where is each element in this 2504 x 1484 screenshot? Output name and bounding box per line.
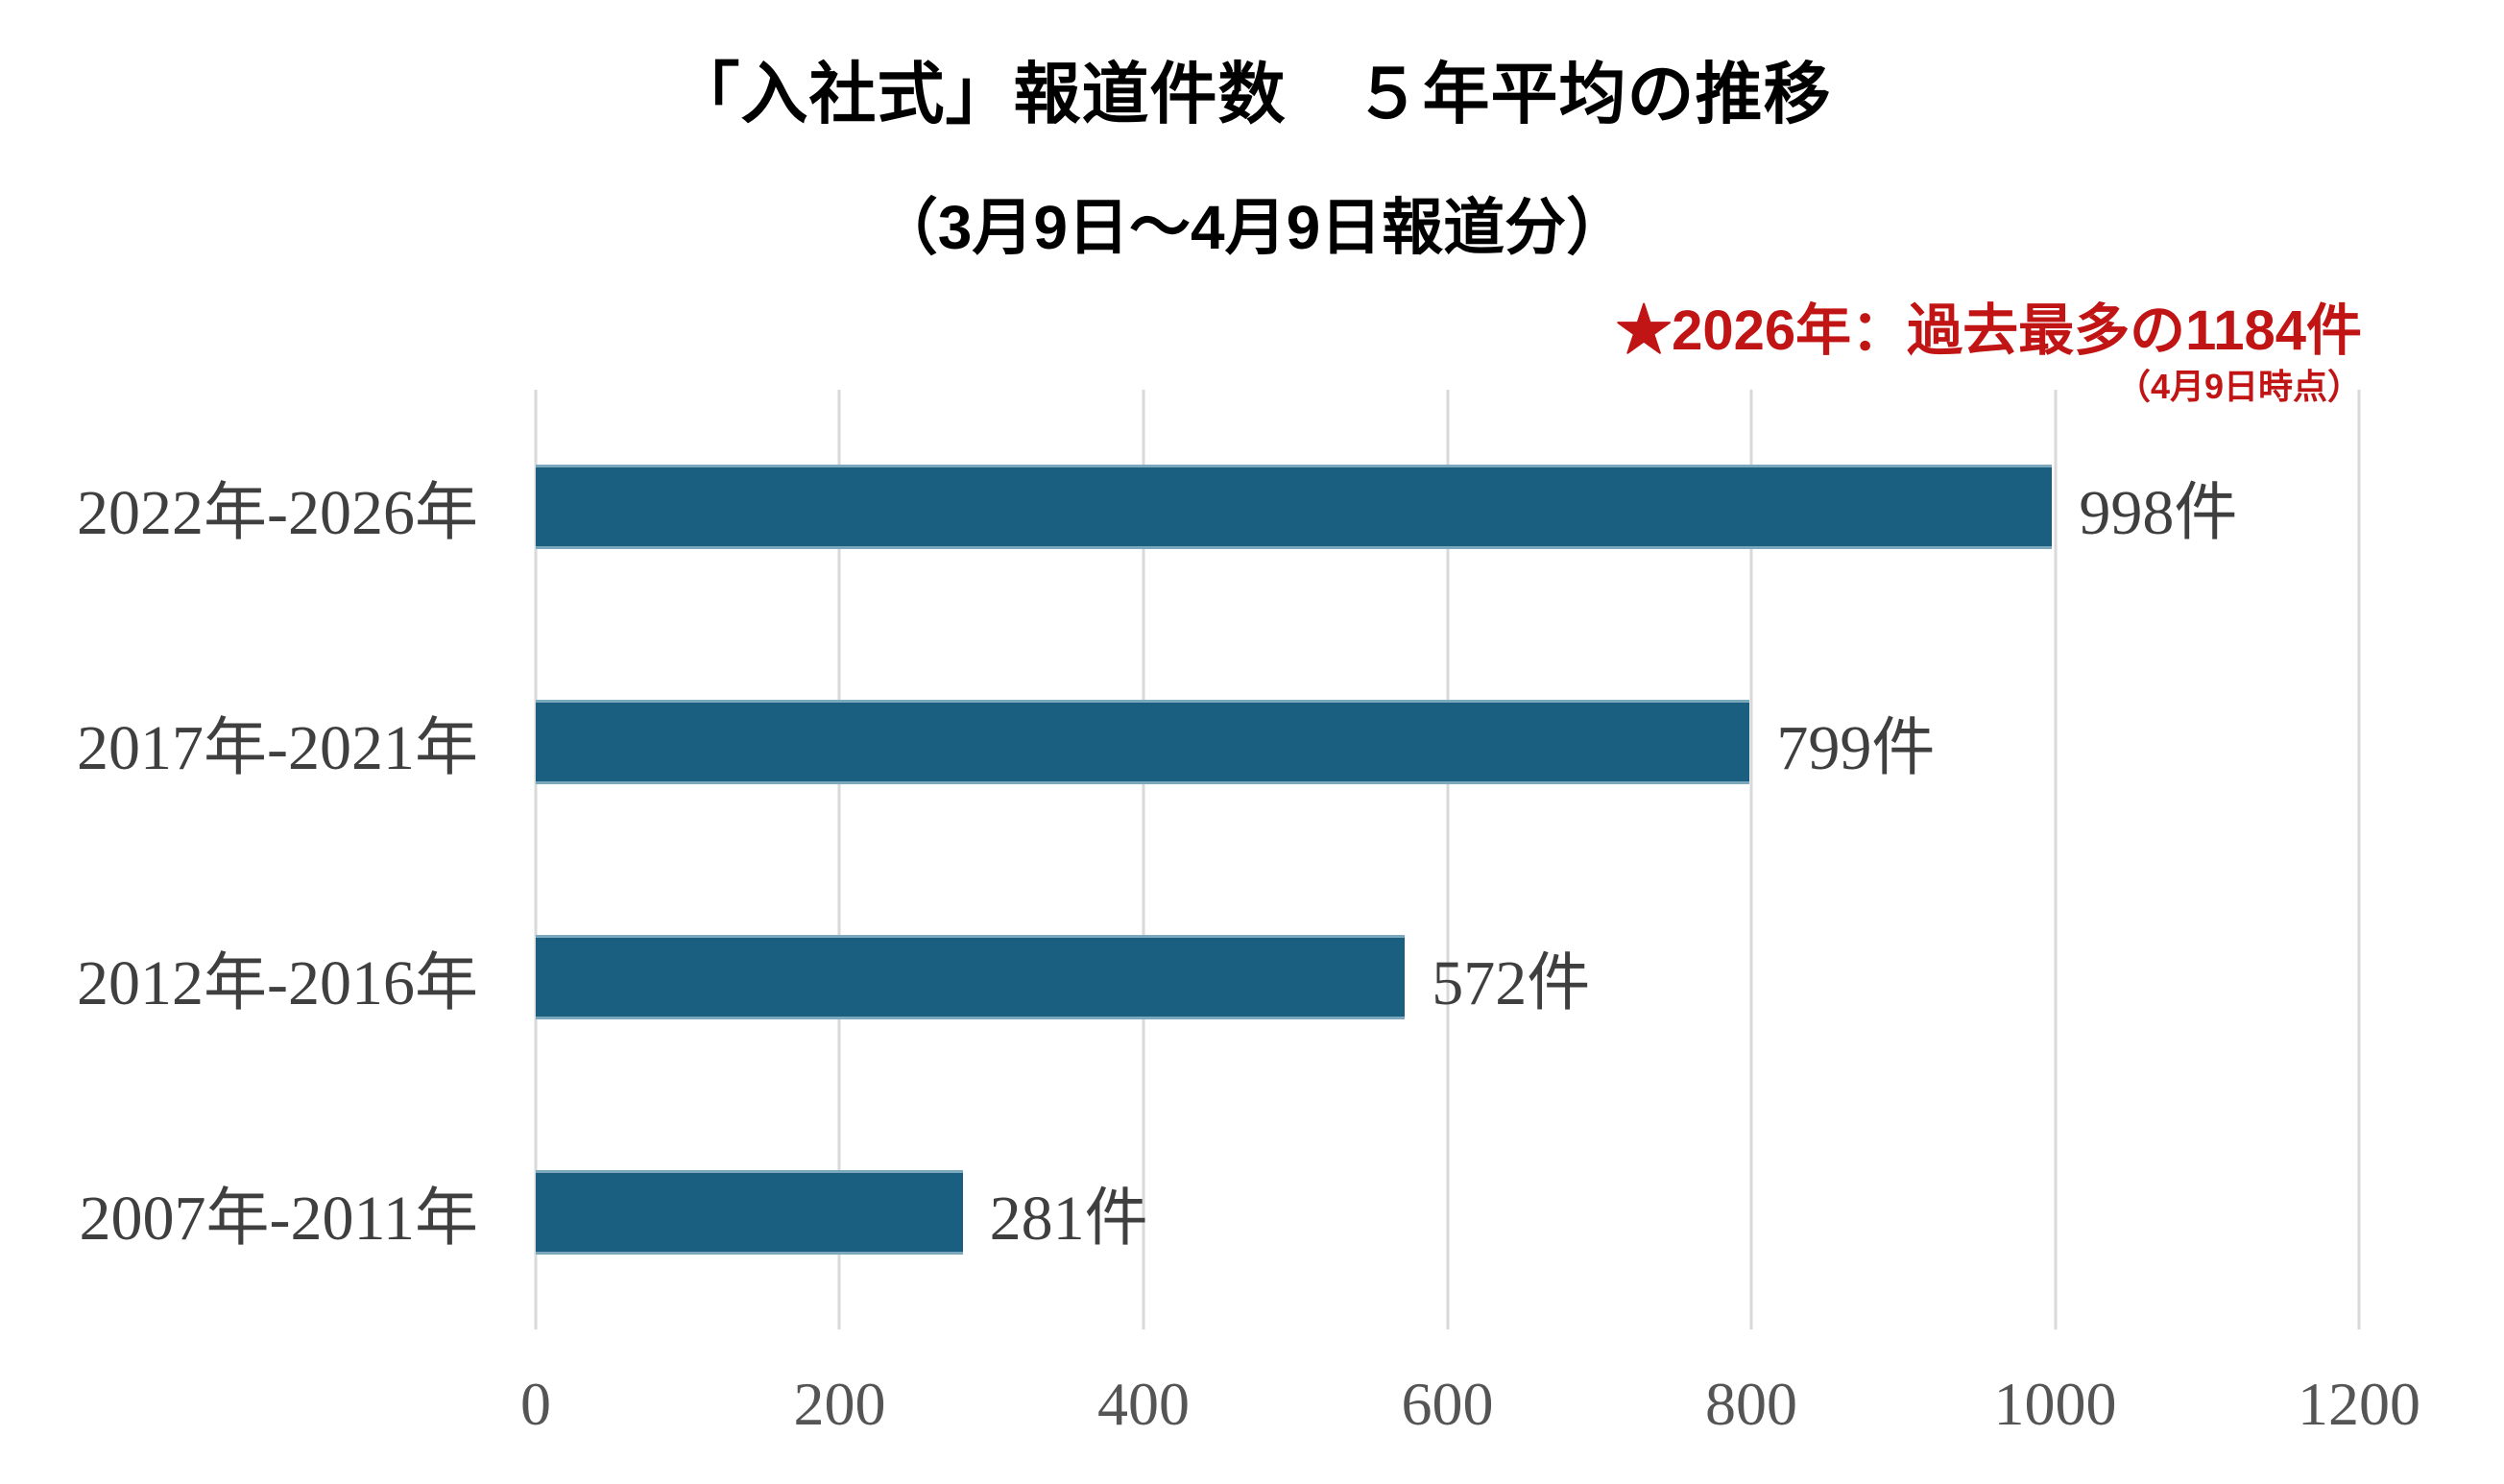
category-label: 2017年-2021年: [77, 713, 478, 784]
category-label: 2022年-2026年: [77, 478, 478, 549]
record-annotation-main: ★2026年：過去最多の1184件: [1616, 299, 2362, 362]
plot-area: 998件 799件 572件 281件: [534, 390, 2361, 1329]
chart-subtitle: （3月9日～4月9日報道分）: [876, 193, 1628, 262]
gridline: [2357, 390, 2361, 1329]
chart-title: 「入社式」報道件数 ５年平均の推移: [672, 57, 1832, 132]
bar-rows: 998件 799件 572件 281件: [536, 390, 2359, 1329]
y-axis-category-labels: 2022年-2026年 2017年-2021年 2012年-2016年 2007…: [0, 390, 478, 1329]
bar-row: 998件: [536, 390, 2359, 625]
x-tick-label: 0: [520, 1370, 551, 1438]
bar-2007-2011: [536, 1169, 963, 1255]
value-label: 799件: [1776, 713, 1936, 784]
x-tick-label: 200: [793, 1370, 886, 1438]
gridline: [1446, 390, 1449, 1329]
gridline: [534, 390, 538, 1329]
record-annotation: ★2026年：過去最多の1184件 （4月9日時点）: [1616, 299, 2362, 405]
record-annotation-date: （4月9日時点）: [2115, 366, 2362, 406]
value-label: 281件: [989, 1183, 1148, 1254]
x-axis-tick-labels: 0 200 400 600 800 1000 1200: [520, 1369, 2420, 1455]
bar-2022-2026: [536, 465, 2053, 550]
gridline: [1142, 390, 1145, 1329]
gridline: [1749, 390, 1753, 1329]
bar-2012-2016: [536, 934, 1406, 1019]
value-label: 572件: [1432, 947, 1591, 1018]
x-tick-label: 1000: [1993, 1370, 2117, 1438]
x-tick-label: 600: [1401, 1370, 1494, 1438]
category-label: 2012年-2016年: [77, 947, 478, 1018]
value-label: 998件: [2079, 478, 2238, 549]
bar-row: 281件: [536, 1094, 2359, 1329]
gridline: [837, 390, 841, 1329]
gridline: [2054, 390, 2057, 1329]
category-label: 2007年-2011年: [79, 1183, 478, 1254]
x-tick-label: 800: [1704, 1370, 1797, 1438]
bar-2017-2021: [536, 700, 1750, 785]
x-tick-label: 400: [1096, 1370, 1190, 1438]
x-tick-label: 1200: [2298, 1370, 2420, 1438]
bar-row: 799件: [536, 625, 2359, 860]
bar-row: 572件: [536, 860, 2359, 1095]
